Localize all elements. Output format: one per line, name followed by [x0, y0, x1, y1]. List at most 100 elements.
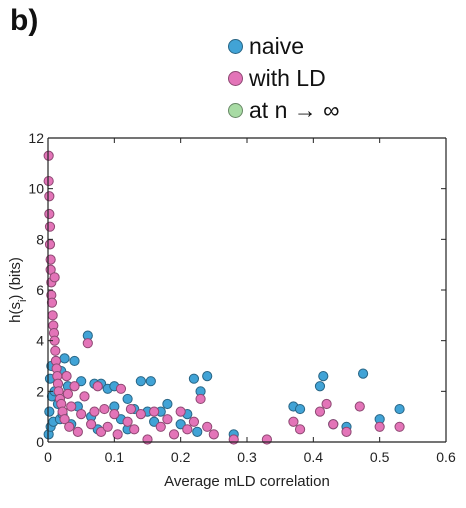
point-with-ld	[47, 310, 58, 321]
y-axis-label-suffix: ) (bits)	[7, 257, 24, 300]
point-naive	[162, 398, 173, 410]
point-with-ld	[149, 406, 160, 417]
point-with-ld	[76, 409, 87, 420]
point-with-ld	[328, 419, 339, 430]
point-with-ld	[182, 424, 193, 435]
point-with-ld	[288, 416, 299, 427]
point-with-ld	[69, 381, 80, 392]
point-with-ld	[61, 371, 72, 382]
point-naive	[394, 403, 405, 415]
legend-label-asymptotic: at n → ∞	[249, 96, 340, 123]
point-with-ld	[321, 398, 332, 410]
legend-label-with-ld: with LD	[249, 64, 326, 91]
point-with-ld	[294, 424, 306, 435]
point-with-ld	[228, 434, 239, 445]
point-with-ld	[86, 419, 97, 430]
legend-marker-with-ld	[228, 70, 243, 86]
point-with-ld	[64, 421, 75, 432]
panel-label: b)	[10, 4, 39, 37]
point-with-ld	[49, 272, 60, 283]
x-axis-label: Average mLD correlation	[164, 473, 330, 490]
tick-labels: 0 0.1 0.2 0.3 0.4 0.5 0.6 0 2 4 6 8 10 12	[28, 130, 456, 465]
legend-item-asymptotic: at n → ∞	[228, 94, 340, 126]
point-with-ld	[44, 191, 55, 202]
point-with-ld	[99, 403, 110, 415]
legend-item-with-ld: with LD	[228, 62, 340, 94]
point-with-ld	[261, 434, 272, 445]
point-naive	[188, 373, 200, 384]
point-with-ld	[50, 345, 61, 356]
point-with-ld	[59, 414, 70, 425]
point-with-ld	[142, 434, 153, 445]
point-with-ld	[175, 406, 186, 417]
x-tick-label: 0.4	[304, 449, 324, 465]
point-naive	[135, 376, 146, 387]
point-with-ld	[44, 208, 55, 220]
y-tick-label: 10	[28, 181, 44, 197]
point-with-ld	[155, 421, 166, 432]
axes	[47, 137, 447, 443]
legend-marker-asymptotic	[228, 102, 243, 118]
point-with-ld	[79, 391, 90, 402]
point-with-ld	[44, 239, 56, 250]
point-naive	[314, 381, 326, 392]
point-with-ld	[354, 401, 365, 412]
legend-item-naive: naive	[228, 30, 340, 62]
point-naive	[122, 393, 133, 405]
y-tick-label: 12	[28, 130, 44, 146]
y-axis-label-sub: i	[17, 300, 29, 302]
point-naive	[192, 426, 203, 437]
point-with-ld	[44, 221, 56, 232]
point-with-ld	[82, 338, 93, 349]
y-tick-label: 0	[36, 434, 44, 450]
point-with-ld	[92, 381, 103, 392]
point-with-ld	[95, 426, 107, 437]
point-with-ld	[43, 150, 54, 161]
point-naive	[145, 376, 156, 387]
point-with-ld	[129, 424, 140, 435]
point-with-ld	[72, 426, 83, 437]
x-tick-label: 0.1	[105, 449, 125, 465]
point-with-ld	[102, 421, 113, 432]
point-with-ld	[188, 416, 200, 427]
point-with-ld	[109, 409, 120, 420]
point-naive	[318, 371, 329, 382]
point-naive	[59, 353, 70, 364]
legend-marker-naive	[228, 38, 243, 54]
point-with-ld	[202, 421, 213, 432]
point-naive	[175, 419, 186, 430]
point-with-ld	[135, 409, 146, 420]
point-with-ld	[195, 393, 206, 405]
point-with-ld	[341, 426, 352, 437]
y-axis-label: h(si) (bits)	[7, 257, 29, 323]
legend-label-naive: naive	[249, 32, 304, 59]
x-tick-label: 0.2	[171, 449, 191, 465]
legend: naive with LD at n → ∞	[228, 30, 340, 126]
point-with-ld	[314, 406, 326, 417]
point-with-ld	[115, 383, 127, 394]
point-with-ld	[43, 175, 54, 187]
y-tick-label: 2	[36, 383, 44, 399]
y-tick-label: 6	[36, 282, 44, 298]
point-with-ld	[89, 406, 100, 417]
point-naive	[202, 371, 213, 382]
point-with-ld	[62, 388, 74, 399]
data-points	[43, 150, 405, 445]
point-with-ld	[168, 429, 180, 440]
point-with-ld	[46, 297, 58, 308]
x-tick-label: 0.3	[237, 449, 257, 465]
y-axis-label-main: h(s	[7, 302, 24, 323]
point-naive	[149, 416, 160, 427]
x-tick-label: 0.6	[436, 449, 456, 465]
point-with-ld	[66, 401, 77, 412]
point-with-ld	[208, 429, 219, 440]
point-naive	[76, 376, 87, 387]
point-naive	[69, 355, 80, 367]
point-naive	[294, 403, 306, 415]
point-with-ld	[122, 416, 133, 427]
point-with-ld	[112, 429, 123, 440]
point-with-ld	[162, 414, 173, 425]
x-tick-label: 0	[44, 449, 52, 465]
point-with-ld	[374, 421, 385, 432]
